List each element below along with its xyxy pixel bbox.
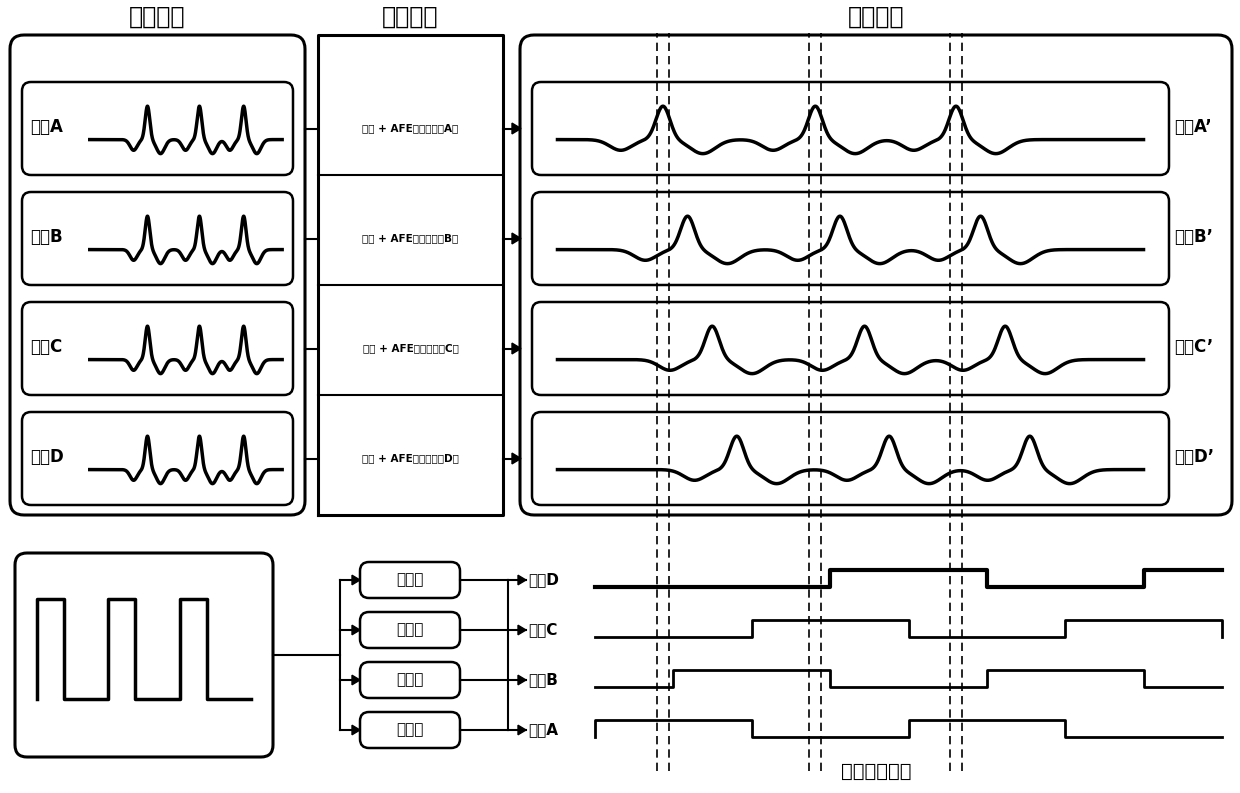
Text: 通道A: 通道A xyxy=(30,117,63,136)
FancyBboxPatch shape xyxy=(22,412,293,505)
Text: 延迟线: 延迟线 xyxy=(397,722,424,737)
Text: 时钟A: 时钟A xyxy=(528,722,558,737)
Polygon shape xyxy=(352,575,360,584)
Text: 延迟线: 延迟线 xyxy=(397,623,424,638)
Text: 通道C’: 通道C’ xyxy=(1174,338,1213,355)
Text: 时钟B: 时钟B xyxy=(528,672,558,688)
Text: 通道A’: 通道A’ xyxy=(1174,117,1211,136)
Text: 通道C: 通道C xyxy=(30,338,62,355)
Text: 线缆 + AFE信号处理（A）: 线缆 + AFE信号处理（A） xyxy=(362,124,459,133)
Text: 时钟D: 时钟D xyxy=(528,573,559,588)
FancyBboxPatch shape xyxy=(532,412,1169,505)
Text: 始端信号: 始端信号 xyxy=(129,5,186,29)
Polygon shape xyxy=(512,233,521,244)
FancyBboxPatch shape xyxy=(532,302,1169,395)
FancyBboxPatch shape xyxy=(360,562,460,598)
Text: 线缆 + AFE信号处理（C）: 线缆 + AFE信号处理（C） xyxy=(362,343,459,354)
FancyBboxPatch shape xyxy=(360,612,460,648)
Text: 通道B’: 通道B’ xyxy=(1174,228,1213,246)
Polygon shape xyxy=(352,726,360,735)
Polygon shape xyxy=(518,575,526,584)
Polygon shape xyxy=(518,726,526,735)
FancyBboxPatch shape xyxy=(532,192,1169,285)
Text: 线缆 + AFE信号处理（B）: 线缆 + AFE信号处理（B） xyxy=(362,233,459,243)
Polygon shape xyxy=(512,123,521,134)
FancyBboxPatch shape xyxy=(10,35,305,515)
FancyBboxPatch shape xyxy=(15,553,273,757)
Text: 通道D’: 通道D’ xyxy=(1174,447,1214,465)
FancyBboxPatch shape xyxy=(22,82,293,175)
Text: 终端信号: 终端信号 xyxy=(848,5,904,29)
Text: 延时逻辑: 延时逻辑 xyxy=(382,5,439,29)
Polygon shape xyxy=(518,675,526,685)
Polygon shape xyxy=(518,625,526,635)
Polygon shape xyxy=(512,343,521,354)
FancyBboxPatch shape xyxy=(360,662,460,698)
FancyBboxPatch shape xyxy=(360,712,460,748)
FancyBboxPatch shape xyxy=(520,35,1233,515)
Text: 延迟线: 延迟线 xyxy=(397,672,424,688)
FancyBboxPatch shape xyxy=(532,82,1169,175)
Text: 通道B: 通道B xyxy=(30,228,63,246)
Text: 终端采样时钟: 终端采样时钟 xyxy=(841,761,911,780)
FancyBboxPatch shape xyxy=(22,192,293,285)
Text: 通道D: 通道D xyxy=(30,447,63,465)
Polygon shape xyxy=(352,625,360,635)
Text: 线缆 + AFE信号处理（D）: 线缆 + AFE信号处理（D） xyxy=(362,454,459,463)
Text: 延迟线: 延迟线 xyxy=(397,573,424,588)
Polygon shape xyxy=(512,453,521,464)
FancyBboxPatch shape xyxy=(22,302,293,395)
Polygon shape xyxy=(352,675,360,685)
Text: 时钟C: 时钟C xyxy=(528,623,557,638)
